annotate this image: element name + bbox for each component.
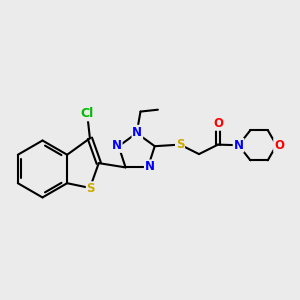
Text: Cl: Cl [81,107,94,121]
Text: O: O [274,139,284,152]
Text: N: N [112,139,122,152]
Text: S: S [87,182,95,195]
Text: O: O [213,117,223,130]
Text: S: S [176,138,184,151]
Text: N: N [132,126,142,139]
Text: N: N [233,139,244,152]
Text: N: N [145,160,155,173]
